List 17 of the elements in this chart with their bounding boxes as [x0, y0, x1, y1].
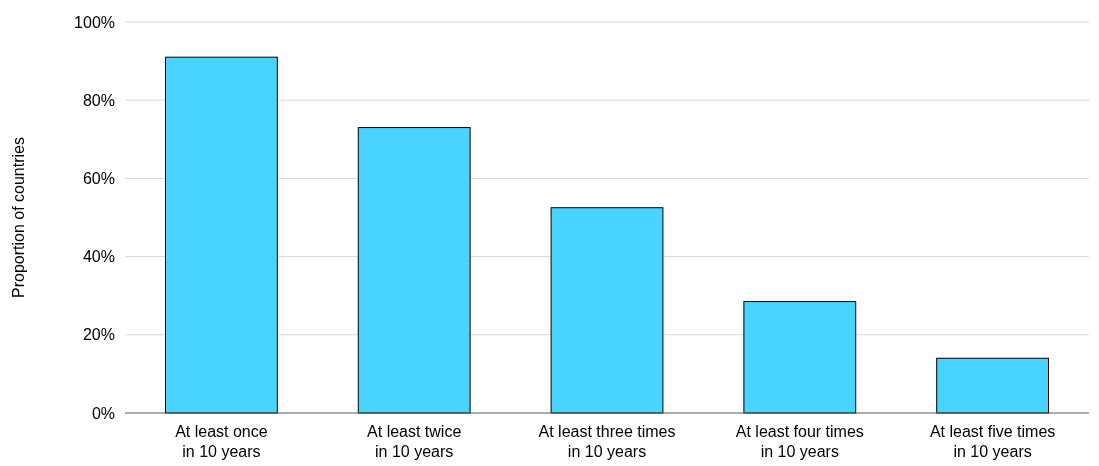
y-tick-label: 80%	[82, 91, 115, 109]
x-tick-label: At least three times in 10 years	[538, 423, 676, 460]
x-tick-label: At least twice in 10 years	[367, 423, 462, 460]
y-tick-label: 60%	[82, 170, 115, 187]
bar	[357, 127, 471, 414]
bar	[743, 301, 857, 414]
y-tick-label: 100%	[74, 13, 115, 31]
x-tick-label: At least four times in 10 years	[735, 423, 864, 460]
bar	[936, 357, 1050, 414]
y-tick-label: 0%	[91, 404, 115, 422]
bar	[164, 56, 278, 414]
y-axis-title: Proportion of countries	[10, 137, 27, 298]
bar	[550, 207, 664, 414]
x-tick-label: At least five times in 10 years	[929, 423, 1056, 460]
x-tick-label: At least once in 10 years	[175, 423, 268, 460]
y-tick-label: 40%	[82, 248, 115, 266]
y-tick-label: 20%	[82, 326, 115, 344]
